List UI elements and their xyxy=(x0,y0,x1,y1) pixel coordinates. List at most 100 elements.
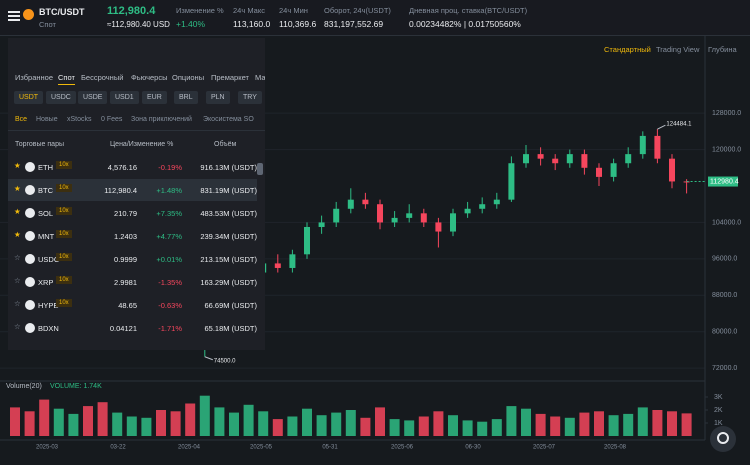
candle-body xyxy=(391,217,398,223)
candle-body xyxy=(596,167,602,177)
pair-volume: 65.18M (USDT) xyxy=(204,324,257,333)
volume-bar xyxy=(579,412,590,436)
x-tick-label: 2025-07 xyxy=(533,445,556,451)
candle-body xyxy=(362,199,369,205)
y-tick-label: 104000.0 xyxy=(712,219,741,226)
x-tick-label: 2025-06 xyxy=(391,445,414,451)
candle-body xyxy=(435,222,442,232)
market-selector: Избранное Спот Бессрочный Фьючерсы Опционы Пр… xyxy=(8,38,265,350)
volume-current: VOLUME: 1.74K xyxy=(50,383,102,390)
pair-change: +7.35% xyxy=(156,209,182,218)
volume-bar xyxy=(375,407,385,436)
pair-symbol: MNT xyxy=(38,232,55,241)
stat-value: +1.40% xyxy=(176,19,206,29)
quote-button[interactable]: BRL xyxy=(174,91,198,104)
market-tab[interactable]: Фьючерсы xyxy=(131,73,168,82)
market-tab[interactable]: Бессрочный xyxy=(81,73,124,82)
quote-button[interactable]: TRY xyxy=(238,91,262,104)
volume-bar xyxy=(448,415,458,436)
pair-change: -0.63% xyxy=(158,301,182,310)
volume-bar xyxy=(24,411,35,436)
favorite-star: ★ xyxy=(14,230,21,239)
market-tab[interactable]: Избранное xyxy=(15,73,54,82)
volume-bar xyxy=(462,420,473,436)
quote-button[interactable]: USDC xyxy=(46,91,76,104)
column-header[interactable]: Объём xyxy=(214,141,237,148)
pair-price: 210.79 xyxy=(114,209,137,218)
coin-icon xyxy=(25,254,35,264)
pair-volume: 163.29M (USDT) xyxy=(200,278,257,287)
pair-row[interactable]: ☆ XRP 10x 2.9981 -1.35% 163.29M (USDT) xyxy=(8,271,257,293)
pair-price: 112,980.4 xyxy=(104,186,137,195)
quote-button[interactable]: USDT xyxy=(14,91,44,104)
pair-symbol: SOL xyxy=(38,209,54,218)
leverage-badge: 10x xyxy=(56,299,72,307)
candle-body xyxy=(537,154,544,159)
pair-price: 0.04121 xyxy=(109,324,137,333)
pair-price: 1.2403 xyxy=(114,232,137,241)
menu-icon[interactable] xyxy=(8,10,20,22)
pair-row[interactable]: ★ BTC 10x 112,980.4 +1.48% 831.19M (USDT) xyxy=(8,179,257,201)
quote-button[interactable]: USDE xyxy=(78,91,108,104)
volume-bar xyxy=(433,411,444,436)
volume-bar xyxy=(302,408,312,436)
market-tab[interactable]: Премаркет xyxy=(211,73,249,82)
x-tick-label: 2025-08 xyxy=(604,445,627,451)
candle-body xyxy=(464,208,471,214)
volume-bar xyxy=(550,416,561,436)
candle-body xyxy=(493,199,500,205)
chart-tab[interactable]: Trading View xyxy=(656,45,700,54)
pair-row[interactable]: ☆ USDC 10x 0.9999 +0.01% 213.15M (USDT) xyxy=(8,248,257,270)
pair-row[interactable]: ★ ETH 10x 4,576.16 -0.19% 916.13M (USDT) xyxy=(8,156,257,178)
y-tick-label: 120000.0 xyxy=(712,146,741,153)
leverage-badge: 10x xyxy=(56,230,72,238)
stat-label: 24ч Мин xyxy=(279,6,308,15)
volume-bar xyxy=(681,413,692,436)
volume-bar xyxy=(477,421,488,436)
pair-volume: 66.69M (USDT) xyxy=(204,301,257,310)
pair-row[interactable]: ★ SOL 10x 210.79 +7.35% 483.53M (USDT) xyxy=(8,202,257,224)
quote-button[interactable]: PLN xyxy=(206,91,230,104)
market-tab[interactable]: Мар xyxy=(255,73,265,82)
leverage-badge: 10x xyxy=(56,184,72,192)
volume-bar xyxy=(199,395,210,436)
market-tab[interactable]: Опционы xyxy=(172,73,205,82)
pair[interactable]: BTC/USDT xyxy=(39,7,85,17)
volume-bar xyxy=(331,412,342,436)
filter-tab[interactable]: Новые xyxy=(36,116,58,123)
volume-bar xyxy=(214,407,225,436)
column-header[interactable]: Торговые пары xyxy=(15,141,65,148)
pair-symbol: BTC xyxy=(38,186,53,195)
volume-bar xyxy=(637,407,648,436)
chart-tab[interactable]: Стандартный xyxy=(604,45,651,54)
quote-button[interactable]: EUR xyxy=(142,91,167,104)
pair-row[interactable]: ★ MNT 10x 1.2403 +4.77% 239.34M (USDT) xyxy=(8,225,257,247)
stat-value: 110,369.6 xyxy=(279,19,317,29)
volume-tick-label: 2K xyxy=(714,407,723,414)
volume-bar xyxy=(126,416,137,436)
pair-row[interactable]: ☆ HYPE 10x 48.65 -0.63% 66.69M (USDT) xyxy=(8,294,257,316)
pair-row[interactable]: ☆ BDXN 0.04121 -1.71% 65.18M (USDT) xyxy=(8,317,257,339)
filter-tab[interactable]: Все xyxy=(15,116,28,123)
filter-tab[interactable]: xStocks xyxy=(67,116,92,123)
volume-bar xyxy=(97,402,108,436)
market-tab[interactable]: Спот xyxy=(58,73,75,85)
zoom-button[interactable] xyxy=(710,426,736,452)
candle-body xyxy=(406,213,413,218)
x-tick-label: 06-30 xyxy=(465,445,481,451)
quote-button[interactable]: USD1 xyxy=(110,91,139,104)
filter-tab[interactable]: 0 Fees xyxy=(101,116,123,123)
column-header[interactable]: Цена/Изменение % xyxy=(110,141,174,148)
volume-bar xyxy=(418,416,429,436)
favorite-star: ☆ xyxy=(14,253,21,262)
candle-body xyxy=(289,254,296,268)
volume-bar xyxy=(521,408,531,436)
stat-label: Дневная проц. ставка(BTC/USDT) xyxy=(409,6,528,15)
pair-price: 0.9999 xyxy=(114,255,137,264)
pair-symbol: ETH xyxy=(38,163,53,172)
filter-tab[interactable]: Экосистема SO xyxy=(203,116,254,123)
chart-tab[interactable]: Глубина xyxy=(708,45,737,54)
annotation-label: 124484.1 xyxy=(666,122,692,128)
current-price-box xyxy=(708,176,738,187)
filter-tab[interactable]: Зона приключений xyxy=(131,116,192,123)
